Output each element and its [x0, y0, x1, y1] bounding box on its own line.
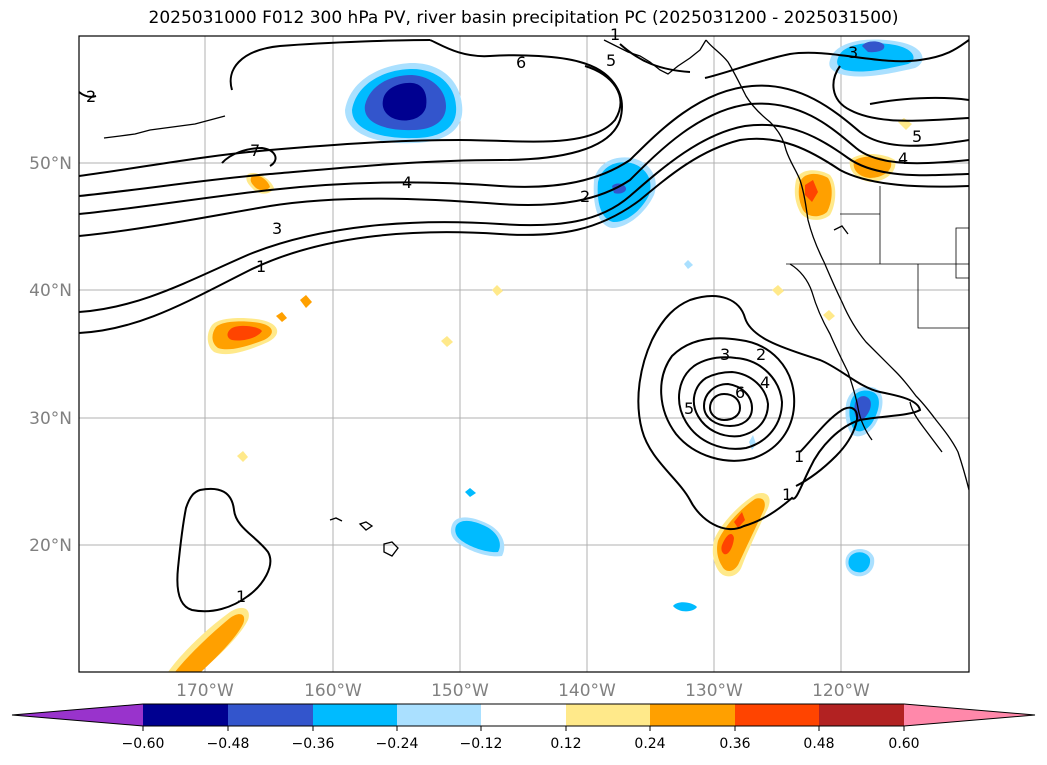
pv-contour-5 [79, 39, 623, 197]
lon-tick-label: 150°W [431, 681, 489, 701]
colorbar-tick-label: −0.36 [292, 736, 335, 752]
contour-label: 2 [86, 87, 96, 106]
contour-label: 1 [782, 485, 792, 504]
colorbar-tick-label: −0.60 [122, 736, 165, 752]
contour-label: 7 [250, 141, 260, 160]
pv-contour-1 [79, 137, 969, 334]
pv-contour-6 [79, 65, 622, 177]
colorbar-segment [143, 704, 228, 726]
map-frame [78, 35, 970, 673]
colorbar-segment [228, 704, 313, 726]
colorbar-tick-label: −0.24 [376, 736, 419, 752]
colorbar-tick-label: 0.60 [888, 736, 919, 752]
colorbar-tick-label: 0.24 [634, 736, 665, 752]
contour-label: 4 [760, 373, 770, 392]
contour-label: 1 [256, 257, 266, 276]
contour-label: 6 [516, 53, 526, 72]
contour-label: 3 [272, 219, 282, 238]
pv-cyclone-3 [678, 356, 784, 450]
lon-tick-label: 160°W [304, 681, 362, 701]
colorbar-segment [313, 704, 397, 726]
lat-tick-label: 50°N [29, 154, 72, 174]
pv-cyclone-6 [708, 392, 742, 422]
colorbar-tick-label: 0.12 [550, 736, 581, 752]
contour-label: 1 [794, 447, 804, 466]
colorbar-tick-label: 0.36 [719, 736, 750, 752]
contour-labels: 6 5 7 4 3 1 2 3 5 4 3 2 4 6 5 1 1 1 2 1 [86, 25, 922, 606]
contour-label: 5 [684, 399, 694, 418]
colorbar-over-triangle [904, 704, 1035, 726]
pv-cyclone-1 [637, 295, 922, 531]
contour-label: 3 [848, 43, 858, 62]
colorbar-under-triangle [12, 704, 143, 726]
pv-contour-6b [229, 39, 431, 91]
colorbar-segment [735, 704, 819, 726]
pv-contours [79, 39, 969, 613]
colorbar-segment [650, 704, 735, 726]
pv-cyclone-5 [702, 382, 754, 428]
colorbar-segment [397, 704, 481, 726]
colorbar-tick-label: 0.48 [803, 736, 834, 752]
contour-label: 4 [898, 149, 908, 168]
colorbar-segment [819, 704, 904, 726]
lon-tick-label: 170°W [176, 681, 234, 701]
colorbar-tick-label: −0.12 [460, 736, 503, 752]
lon-tick-label: 120°W [812, 681, 870, 701]
pv-contour-2 [79, 123, 969, 313]
pv-contour-4 [79, 84, 969, 215]
map-title: 2025031000 F012 300 hPa PV, river basin … [148, 8, 899, 28]
pv-cyclone-2 [660, 337, 796, 462]
lat-tick-label: 20°N [29, 536, 72, 556]
contour-label: 2 [580, 187, 590, 206]
pv-cyclone-4 [692, 370, 770, 438]
contour-label: 6 [735, 383, 745, 402]
contour-label: 3 [720, 345, 730, 364]
pv-contour-3 [79, 102, 969, 237]
contour-label: 2 [756, 345, 766, 364]
state-borders [786, 186, 969, 329]
precipitation-shading [168, 39, 923, 672]
contour-label: 5 [606, 51, 616, 70]
lon-tick-label: 130°W [685, 681, 743, 701]
lat-tick-label: 40°N [29, 281, 72, 301]
colorbar-tick-label: −0.48 [207, 736, 250, 752]
contour-label: 5 [912, 127, 922, 146]
contour-label: 4 [402, 173, 412, 192]
contour-label: 1 [236, 587, 246, 606]
contour-label: 1 [610, 25, 620, 44]
latitude-axis: 50°N 40°N 30°N 20°N [29, 154, 72, 556]
gridlines [79, 36, 969, 672]
pv-contour-lower-left [176, 487, 272, 613]
lon-tick-label: 140°W [558, 681, 616, 701]
colorbar-segment [481, 704, 566, 726]
pv-contour-7 [221, 146, 277, 167]
lat-tick-label: 30°N [29, 409, 72, 429]
colorbar-segment [566, 704, 650, 726]
colorbar: −0.60 −0.48 −0.36 −0.24 −0.12 0.12 0.24 … [11, 703, 1036, 752]
longitude-axis: 170°W 160°W 150°W 140°W 130°W 120°W [176, 681, 870, 701]
